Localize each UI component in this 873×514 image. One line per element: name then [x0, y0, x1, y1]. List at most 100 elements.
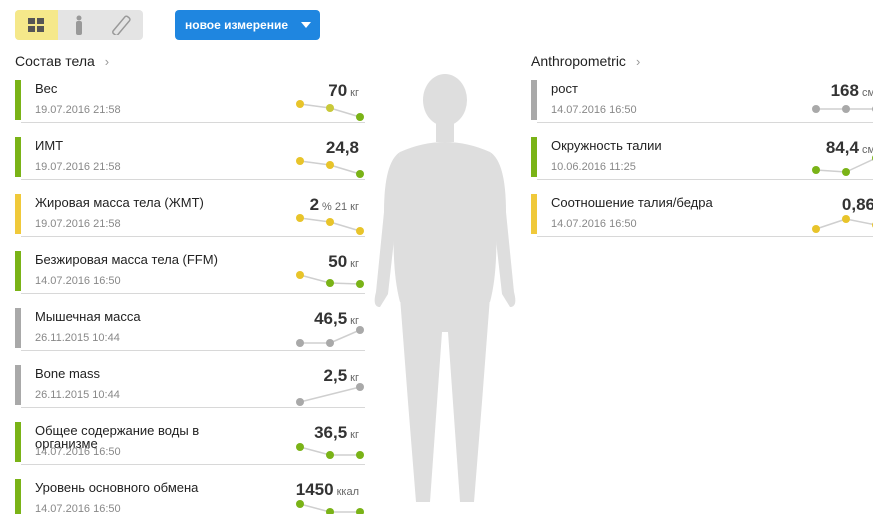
status-bar [15, 80, 21, 120]
metric-date: 26.11.2015 10:44 [35, 389, 120, 401]
status-bar [15, 194, 21, 234]
sparkline-point [296, 214, 304, 222]
sparkline-segment [330, 222, 360, 231]
chevron: › [105, 54, 109, 69]
sparkline-point [296, 271, 304, 279]
sparkline-segment [300, 447, 330, 455]
page: новое измерение Состав тела › Вес 19.07.201… [0, 0, 873, 514]
new-measurement-button[interactable]: новое измерение [175, 10, 320, 40]
section-header[interactable]: Anthropometric › [531, 50, 640, 72]
sparkline-point [296, 339, 304, 347]
sparkline-point [296, 157, 304, 165]
sparkline-segment [300, 218, 330, 222]
sparkline-point [356, 227, 364, 235]
status-bar [531, 137, 537, 177]
metric-name: Жировая масса тела (ЖМТ) [35, 196, 245, 209]
sparkline [295, 379, 365, 409]
metric-name: Мышечная масса [35, 310, 245, 323]
metric-row[interactable]: Безжировая масса тела (FFM)14.07.2016 16… [15, 247, 365, 304]
sparkline-point [356, 508, 364, 514]
metric-date: 19.07.2016 21:58 [35, 161, 121, 173]
sparkline-segment [300, 387, 360, 402]
metric-name: Bone mass [35, 367, 245, 380]
sparkline-point [842, 168, 850, 176]
grid-view[interactable] [15, 10, 58, 40]
sparkline-segment [300, 275, 330, 283]
status-bar [15, 479, 21, 514]
metric-date: 10.06.2016 11:25 [551, 161, 636, 173]
sparkline-point [356, 170, 364, 178]
sparkline-point [356, 280, 364, 288]
sparkline-point [842, 215, 850, 223]
sparkline-segment [300, 504, 330, 512]
tape-view[interactable] [100, 10, 143, 40]
sparkline-segment [330, 330, 360, 343]
metric-date: 26.11.2015 10:44 [35, 332, 120, 344]
status-bar [15, 365, 21, 405]
section: Anthropometric›рост14.07.2016 16:50168см… [531, 50, 640, 72]
sparkline [811, 151, 873, 181]
body-view[interactable] [58, 10, 101, 40]
metric-date: 14.07.2016 16:50 [35, 503, 121, 514]
sparkline-point [326, 508, 334, 514]
metric-row[interactable]: Жировая масса тела (ЖМТ) 19.07.2016 21:58… [15, 190, 365, 247]
metric-name: ИМТ [35, 139, 245, 152]
status-bar [15, 422, 21, 462]
metric-date: 14.07.2016 16:50 [551, 218, 637, 230]
metric-name: Вес [35, 82, 245, 95]
status-bar [15, 308, 21, 348]
metric-name: Соотношение талия/бедра [551, 196, 761, 209]
sparkline [295, 493, 365, 514]
section-title: Состав тела [15, 53, 95, 69]
status-bar [531, 80, 537, 120]
sparkline-point [812, 105, 820, 113]
metric-date: 14.07.2016 16:50 [35, 446, 121, 458]
sparkline-point [356, 326, 364, 334]
body-silhouette [370, 72, 520, 512]
status-bar [15, 251, 21, 291]
status-bar [15, 137, 21, 177]
sparkline-point [296, 100, 304, 108]
sparkline-segment [816, 219, 846, 229]
view-switch [15, 10, 143, 40]
sparkline-segment [816, 170, 846, 172]
sparkline-segment [846, 219, 873, 225]
sparkline [295, 265, 365, 295]
sparkline [811, 208, 873, 238]
sparkline-point [356, 451, 364, 459]
metric-name: Безжировая масса тела (FFM) [35, 253, 245, 266]
metric-date: 19.07.2016 21:58 [35, 218, 121, 230]
sparkline-point [296, 398, 304, 406]
sparkline-segment [330, 108, 360, 117]
sparkline [295, 151, 365, 181]
sparkline-point [296, 500, 304, 508]
sparkline [295, 322, 365, 352]
metric-date: 19.07.2016 21:58 [35, 104, 121, 116]
sparkline-point [812, 166, 820, 174]
section-header[interactable]: Состав тела › [15, 50, 109, 72]
section: Состав тела›Вес19.07.2016 21:5870кгИМТ19… [15, 50, 109, 72]
sparkline-point [326, 218, 334, 226]
sparkline [295, 94, 365, 124]
chevron: › [636, 54, 640, 69]
metric-name: Уровень основного обмена [35, 481, 245, 494]
sparkline-point [842, 105, 850, 113]
section-title: Anthropometric [531, 53, 626, 69]
sparkline [295, 208, 365, 238]
sparkline [295, 436, 365, 466]
sparkline-segment [846, 158, 873, 172]
sparkline [811, 94, 873, 124]
metric-date: 14.07.2016 16:50 [551, 104, 637, 116]
metric-row[interactable]: Уровень основного обмена 14.07.2016 16:50… [15, 475, 365, 514]
sparkline-point [326, 451, 334, 459]
sparkline-point [812, 225, 820, 233]
sparkline-point [356, 383, 364, 391]
